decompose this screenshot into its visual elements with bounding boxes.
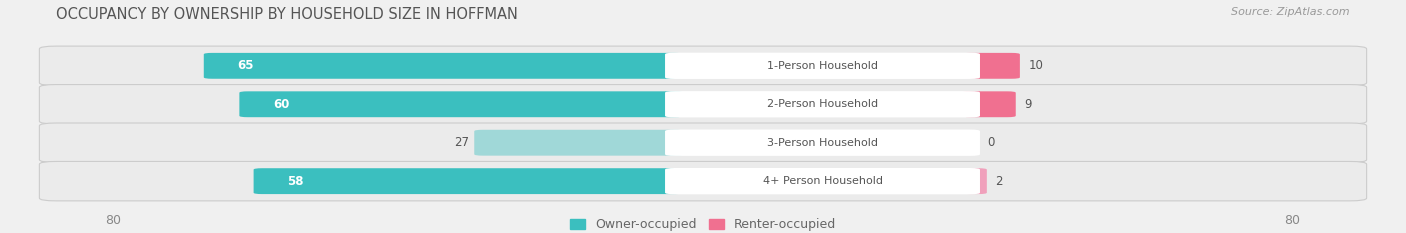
FancyBboxPatch shape <box>39 123 1367 162</box>
FancyBboxPatch shape <box>962 168 987 194</box>
Text: 80: 80 <box>1285 214 1301 227</box>
Text: 65: 65 <box>238 59 254 72</box>
FancyBboxPatch shape <box>39 85 1367 124</box>
Text: 58: 58 <box>287 175 304 188</box>
FancyBboxPatch shape <box>962 91 1015 117</box>
FancyBboxPatch shape <box>39 46 1367 86</box>
FancyBboxPatch shape <box>239 91 683 117</box>
Text: 3-Person Household: 3-Person Household <box>768 138 877 148</box>
FancyBboxPatch shape <box>665 91 980 117</box>
Text: 80: 80 <box>105 214 121 227</box>
FancyBboxPatch shape <box>665 53 980 79</box>
Text: 27: 27 <box>454 136 468 149</box>
Text: 9: 9 <box>1024 98 1032 111</box>
Text: 2: 2 <box>995 175 1002 188</box>
Text: 1-Person Household: 1-Person Household <box>768 61 877 71</box>
Text: 10: 10 <box>1028 59 1043 72</box>
Text: 2-Person Household: 2-Person Household <box>766 99 879 109</box>
Text: 0: 0 <box>987 136 994 149</box>
FancyBboxPatch shape <box>474 130 683 156</box>
FancyBboxPatch shape <box>665 130 980 156</box>
FancyBboxPatch shape <box>665 168 980 194</box>
Text: 4+ Person Household: 4+ Person Household <box>762 176 883 186</box>
Legend: Owner-occupied, Renter-occupied: Owner-occupied, Renter-occupied <box>565 213 841 233</box>
FancyBboxPatch shape <box>962 53 1019 79</box>
Text: OCCUPANCY BY OWNERSHIP BY HOUSEHOLD SIZE IN HOFFMAN: OCCUPANCY BY OWNERSHIP BY HOUSEHOLD SIZE… <box>56 7 519 22</box>
FancyBboxPatch shape <box>253 168 683 194</box>
Text: 60: 60 <box>273 98 290 111</box>
FancyBboxPatch shape <box>39 161 1367 201</box>
FancyBboxPatch shape <box>204 53 683 79</box>
Text: Source: ZipAtlas.com: Source: ZipAtlas.com <box>1232 7 1350 17</box>
